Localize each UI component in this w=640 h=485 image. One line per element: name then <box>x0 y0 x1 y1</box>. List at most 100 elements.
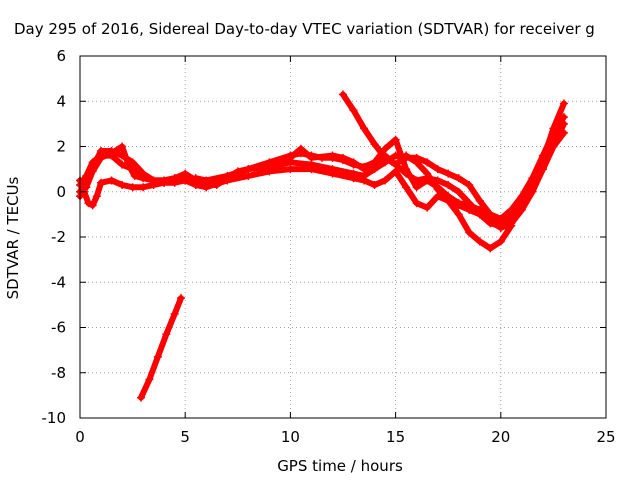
data-point <box>107 176 116 185</box>
data-point <box>517 203 526 212</box>
data-point <box>444 169 453 178</box>
data-point <box>137 393 146 402</box>
data-point <box>465 180 474 189</box>
data-point <box>328 169 337 178</box>
data-point <box>107 147 116 156</box>
data-point <box>391 167 400 176</box>
chart-title: Day 295 of 2016, Sidereal Day-to-day VTE… <box>14 20 595 38</box>
y-tick-label: -6 <box>51 319 66 337</box>
data-point <box>339 153 347 162</box>
data-point <box>549 124 558 133</box>
data-point <box>296 144 305 153</box>
data-point <box>128 183 137 192</box>
series-layer <box>76 90 568 402</box>
data-point <box>507 221 516 230</box>
data-point <box>402 165 411 174</box>
data-point <box>307 153 316 162</box>
data-point <box>423 158 432 167</box>
data-point <box>402 183 411 192</box>
data-point <box>202 176 211 185</box>
y-tick-label: 2 <box>56 138 66 156</box>
data-point <box>162 330 171 339</box>
data-point <box>360 165 369 174</box>
data-point <box>244 171 253 180</box>
data-point <box>454 199 463 208</box>
data-point <box>339 90 347 99</box>
data-point <box>381 144 390 153</box>
data-point <box>412 199 421 208</box>
data-point <box>97 178 106 187</box>
data-point <box>486 244 495 253</box>
series-line-track-1 <box>77 114 567 222</box>
data-point <box>496 217 505 226</box>
data-point <box>191 180 200 189</box>
data-point <box>97 147 106 156</box>
x-tick-label: 25 <box>596 428 615 446</box>
data-point <box>139 183 148 192</box>
x-tick-label: 15 <box>386 428 405 446</box>
data-point <box>412 158 421 167</box>
tick-layer: 0 5 10 15 20 25 -10 -8 -6 -4 -2 0 2 4 6 <box>42 47 616 446</box>
data-point <box>486 214 495 223</box>
y-tick-label: 0 <box>56 183 66 201</box>
data-point <box>538 156 547 165</box>
data-point <box>328 151 337 160</box>
y-tick-label: -10 <box>42 409 67 427</box>
x-tick-label: 5 <box>180 428 190 446</box>
data-point <box>496 237 505 246</box>
data-point <box>475 237 484 246</box>
y-tick-label: -4 <box>51 273 66 291</box>
x-tick-label: 20 <box>491 428 510 446</box>
data-point <box>170 309 179 318</box>
data-point <box>454 187 463 196</box>
data-point <box>191 174 200 183</box>
data-point <box>265 160 274 169</box>
data-point <box>170 178 179 187</box>
data-point <box>391 135 400 144</box>
data-point <box>145 375 154 384</box>
data-point <box>286 153 295 162</box>
data-point <box>370 140 379 149</box>
x-axis-label: GPS time / hours <box>277 457 403 475</box>
data-point <box>118 142 127 151</box>
data-point <box>549 142 558 151</box>
series-line-track-4 <box>77 100 567 225</box>
data-point <box>86 167 95 176</box>
data-point <box>507 214 516 223</box>
data-point <box>402 151 411 160</box>
data-point <box>423 203 432 212</box>
data-point <box>444 180 453 189</box>
data-point <box>370 158 379 167</box>
y-tick-label: -2 <box>51 228 66 246</box>
data-point <box>92 192 101 201</box>
x-tick-label: 0 <box>75 428 85 446</box>
y-tick-label: 6 <box>56 47 66 65</box>
data-point <box>286 165 295 174</box>
data-point <box>454 210 463 219</box>
y-axis-label: SDTVAR / TECUs <box>4 176 22 299</box>
data-point <box>153 352 162 361</box>
data-point <box>444 196 453 205</box>
data-point <box>349 158 358 167</box>
data-point <box>88 201 97 210</box>
data-point <box>181 169 190 178</box>
data-point <box>433 185 442 194</box>
data-point <box>559 119 568 128</box>
data-point <box>307 165 316 174</box>
data-point <box>176 294 185 303</box>
data-point <box>128 158 137 167</box>
data-point <box>370 180 379 189</box>
data-point <box>528 183 537 192</box>
data-point <box>118 151 127 160</box>
data-point <box>381 176 390 185</box>
data-point <box>118 180 127 189</box>
data-point <box>139 169 148 178</box>
data-point <box>454 174 463 183</box>
data-point <box>360 124 369 133</box>
data-point <box>475 196 484 205</box>
x-tick-label: 10 <box>281 428 300 446</box>
data-point <box>465 201 474 210</box>
data-point <box>496 223 505 232</box>
